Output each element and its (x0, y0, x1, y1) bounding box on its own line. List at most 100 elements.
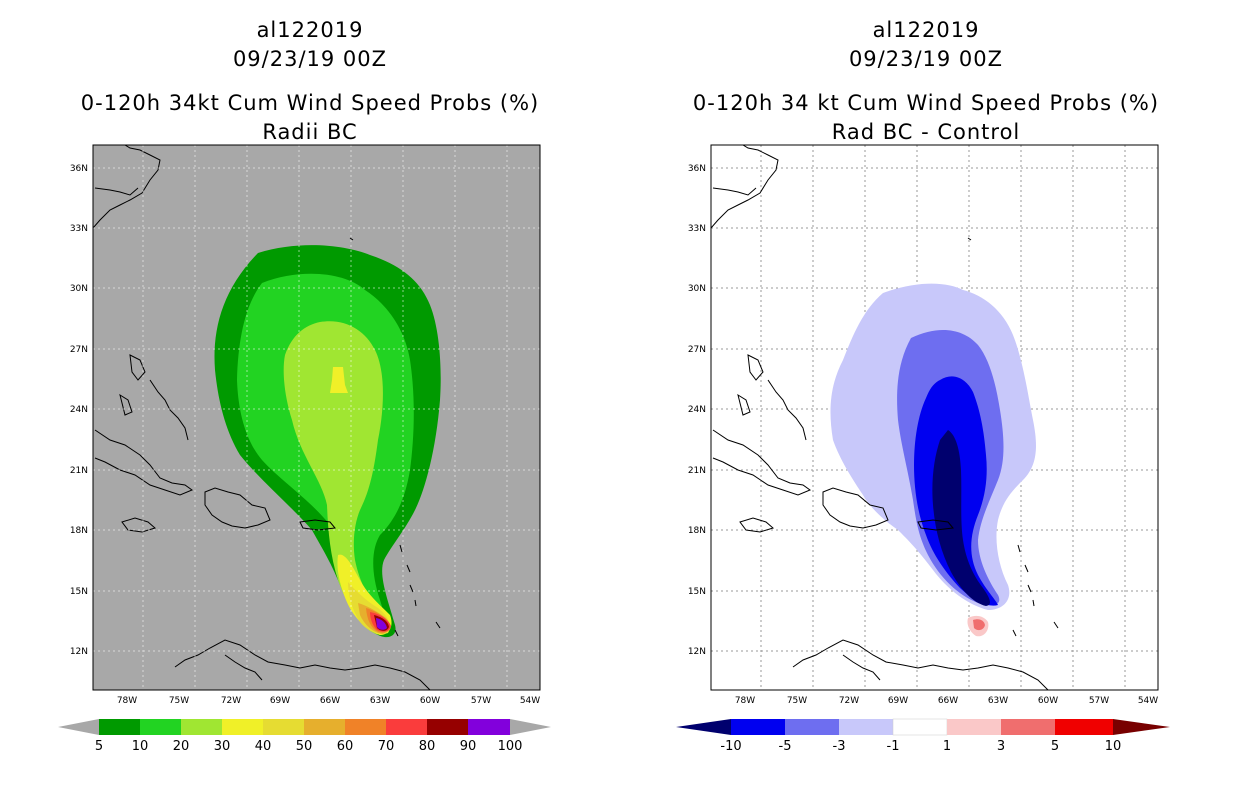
right-colorbar-label: 1 (943, 739, 951, 754)
left-map: 36N 33N 30N 27N 24N 21N 18N 15N 12N 78W … (58, 144, 551, 754)
left-contour-30-upper (330, 367, 348, 393)
left-lon-label: 66W (320, 696, 340, 706)
left-lon-label: 75W (169, 696, 189, 706)
right-lon-label: 57W (1089, 696, 1109, 706)
left-colorbar-swatch (99, 719, 140, 735)
left-lon-label: 60W (420, 696, 440, 706)
right-colorbar-label: -10 (720, 739, 741, 754)
right-lat-label: 24N (688, 405, 706, 415)
right-lat-label: 21N (688, 466, 706, 476)
left-colorbar-high-arrow (510, 719, 551, 735)
right-colorbar-swatch (1055, 719, 1113, 735)
left-subtitle: Radii BC (262, 120, 358, 144)
right-colorbar-swatch (839, 719, 893, 735)
left-colorbar-label: 80 (419, 739, 436, 754)
left-colorbar-label: 60 (337, 739, 354, 754)
right-coastlines (711, 145, 1059, 690)
left-product-title: 0-120h 34kt Cum Wind Speed Probs (%) (80, 91, 540, 115)
left-lon-labels: 78W 75W 72W 69W 66W 63W 60W 57W 54W (117, 696, 540, 706)
right-colorbar-label: -3 (833, 739, 846, 754)
right-lon-label: 66W (938, 696, 958, 706)
left-colorbar-swatch (140, 719, 181, 735)
left-lon-label: 54W (520, 696, 540, 706)
left-coastlines (93, 145, 441, 690)
left-contour-90 (376, 618, 387, 630)
left-lon-label: 57W (471, 696, 491, 706)
left-colorbar-swatch (468, 719, 510, 735)
left-colorbar-swatch (222, 719, 263, 735)
right-lon-label: 54W (1138, 696, 1158, 706)
left-colorbar-label: 5 (95, 739, 103, 754)
right-lat-label: 15N (688, 587, 706, 597)
right-colorbar-swatch (892, 718, 948, 736)
left-colorbar-label: 90 (460, 739, 477, 754)
right-colorbar-label: -5 (779, 739, 792, 754)
left-colorbar-label: 40 (255, 739, 272, 754)
right-colorbar-high-arrow (1113, 719, 1170, 735)
left-lat-label: 24N (70, 405, 88, 415)
right-lat-label: 30N (688, 284, 706, 294)
left-lat-label: 33N (70, 224, 88, 234)
right-storm-id: al122019 (872, 18, 980, 42)
right-lon-label: 78W (735, 696, 755, 706)
left-lon-label: 78W (117, 696, 137, 706)
left-lat-label: 15N (70, 587, 88, 597)
left-lon-label: 72W (221, 696, 241, 706)
right-lon-label: 60W (1038, 696, 1058, 706)
left-lat-label: 21N (70, 466, 88, 476)
right-lat-label: 27N (688, 345, 706, 355)
right-lon-label: 72W (839, 696, 859, 706)
left-colorbar-label: 50 (296, 739, 313, 754)
left-colorbar-label: 100 (498, 739, 523, 754)
left-lat-label: 36N (70, 164, 88, 174)
left-colorbar-swatch (386, 719, 427, 735)
right-colorbar-label: -1 (887, 739, 900, 754)
right-colorbar-low-arrow (676, 719, 731, 735)
right-colorbar-swatch (731, 719, 785, 735)
right-colorbar-label: 10 (1105, 739, 1122, 754)
left-colorbar-label: 10 (132, 739, 149, 754)
right-lon-labels: 78W 75W 72W 69W 66W 63W 60W 57W 54W (735, 696, 1158, 706)
right-datetime: 09/23/19 00Z (848, 47, 1004, 71)
right-contour-plus3 (973, 619, 985, 631)
left-lon-label: 63W (370, 696, 390, 706)
left-lat-labels: 36N 33N 30N 27N 24N 21N 18N 15N 12N (70, 164, 88, 657)
left-colorbar-swatch (181, 719, 222, 735)
left-lat-label: 27N (70, 345, 88, 355)
left-colorbar-swatch (304, 719, 345, 735)
right-colorbar-swatch (947, 719, 1001, 735)
right-lat-label: 36N (688, 164, 706, 174)
left-colorbar-label: 20 (173, 739, 190, 754)
right-lon-label: 69W (888, 696, 908, 706)
right-colorbar: -10 -5 -3 -1 1 3 5 10 (676, 718, 1170, 754)
left-gridlines (93, 145, 540, 690)
right-difference-field (711, 145, 1059, 690)
left-colorbar: 5 10 20 30 40 50 60 70 80 90 100 (58, 719, 551, 754)
left-lon-label: 69W (270, 696, 290, 706)
right-lon-label: 75W (787, 696, 807, 706)
left-colorbar-label: 70 (378, 739, 395, 754)
right-colorbar-label: 5 (1051, 739, 1059, 754)
left-datetime: 09/23/19 00Z (232, 47, 388, 71)
right-map-frame (710, 144, 1159, 691)
right-lat-label: 12N (688, 647, 706, 657)
left-storm-id: al122019 (256, 18, 364, 42)
right-colorbar-swatch (785, 719, 839, 735)
right-lat-label: 33N (688, 224, 706, 234)
right-subtitle: Rad BC - Control (831, 120, 1021, 144)
left-contour-20 (283, 321, 389, 635)
left-map-frame (92, 144, 541, 691)
right-gridlines (711, 145, 1158, 690)
left-lat-label: 12N (70, 647, 88, 657)
right-product-title: 0-120h 34 kt Cum Wind Speed Probs (%) (692, 91, 1160, 115)
right-lat-label: 18N (688, 526, 706, 536)
right-colorbar-label: 3 (997, 739, 1005, 754)
right-contour-minus10 (932, 430, 990, 606)
left-lat-label: 30N (70, 284, 88, 294)
left-colorbar-low-arrow (58, 719, 99, 735)
right-lat-labels: 36N 33N 30N 27N 24N 21N 18N 15N 12N (688, 164, 706, 657)
left-colorbar-swatch (345, 719, 386, 735)
left-colorbar-swatch (263, 719, 304, 735)
right-map: 36N 33N 30N 27N 24N 21N 18N 15N 12N 78W … (676, 144, 1170, 754)
right-colorbar-swatch (1001, 719, 1055, 735)
